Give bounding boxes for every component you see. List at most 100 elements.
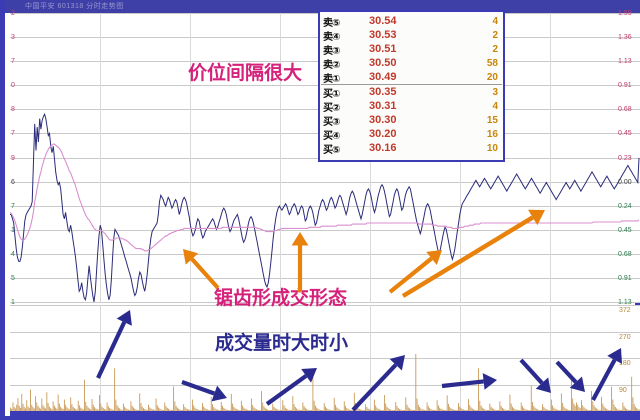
order-book-level-label: 卖⑤ bbox=[323, 17, 340, 29]
volume-bar bbox=[87, 407, 89, 411]
gridline-horizontal bbox=[10, 332, 640, 333]
order-book-row[interactable]: 买② 30.31 4 bbox=[320, 99, 503, 114]
order-book-row[interactable]: 买① 30.35 3 bbox=[320, 85, 503, 100]
volume-bar bbox=[116, 405, 118, 411]
volume-bar bbox=[119, 408, 121, 411]
order-book-row[interactable]: 买⑤ 30.16 10 bbox=[320, 141, 503, 156]
axis-tick-label-right: 1.59 bbox=[618, 10, 632, 17]
volume-bar bbox=[276, 409, 277, 411]
order-book-row[interactable]: 卖③ 30.51 2 bbox=[320, 42, 503, 57]
volume-bar bbox=[247, 409, 249, 411]
volume-bar bbox=[181, 410, 183, 411]
volume-bar bbox=[622, 402, 624, 411]
axis-tick-label-left: 4 bbox=[11, 250, 15, 258]
volume-bar bbox=[140, 403, 142, 411]
volume-bar bbox=[166, 407, 168, 411]
volume-bar bbox=[304, 407, 306, 411]
volume-bar bbox=[112, 409, 114, 411]
volume-bar bbox=[519, 410, 521, 411]
volume-bar bbox=[453, 409, 454, 411]
volume-bar bbox=[234, 408, 236, 411]
volume-bar bbox=[230, 393, 232, 411]
volume-bar bbox=[214, 408, 216, 411]
volume-bar bbox=[208, 409, 210, 411]
volume-bar bbox=[121, 409, 123, 411]
volume-bar bbox=[383, 395, 385, 411]
volume-bar bbox=[411, 409, 413, 411]
volume-bar bbox=[542, 404, 544, 411]
volume-bar bbox=[505, 409, 507, 411]
volume-bar bbox=[578, 407, 580, 411]
axis-tick-label-left: 5 bbox=[11, 274, 15, 282]
volume-bar bbox=[85, 401, 87, 411]
axis-tick-label-right: 1.13 bbox=[618, 58, 632, 66]
volume-bar bbox=[52, 401, 54, 411]
volume-bar bbox=[120, 409, 122, 411]
volume-bar bbox=[139, 393, 141, 411]
volume-bar bbox=[195, 408, 197, 411]
order-book-row[interactable]: 卖⑤ 30.54 4 bbox=[320, 14, 503, 29]
axis-tick-label-right: 0.24 bbox=[618, 202, 632, 210]
volume-bar bbox=[416, 398, 418, 411]
volume-bar bbox=[232, 403, 234, 411]
volume-bar bbox=[599, 410, 601, 411]
volume-bar bbox=[190, 410, 192, 411]
order-book-row[interactable]: 买④ 30.20 16 bbox=[320, 127, 503, 142]
volume-bar bbox=[287, 409, 289, 411]
volume-bar bbox=[337, 408, 339, 411]
volume-bar bbox=[297, 409, 299, 411]
order-book-quantity: 20 bbox=[486, 71, 498, 83]
order-book-row[interactable]: 卖① 30.49 20 bbox=[320, 70, 503, 85]
volume-bar bbox=[422, 409, 424, 411]
volume-bar bbox=[420, 408, 422, 411]
volume-bar bbox=[626, 409, 628, 411]
volume-bar bbox=[552, 405, 554, 411]
order-book-row[interactable]: 卖④ 30.53 2 bbox=[320, 28, 503, 43]
axis-tick-label-right: 0.00 bbox=[618, 178, 632, 186]
volume-bar bbox=[84, 379, 85, 411]
volume-bar bbox=[419, 407, 421, 411]
volume-bar bbox=[283, 405, 285, 411]
volume-bar bbox=[633, 404, 635, 411]
volume-bar bbox=[343, 401, 345, 411]
volume-bar bbox=[96, 409, 98, 411]
gridline-vertical bbox=[550, 305, 551, 412]
volume-bar bbox=[567, 409, 569, 411]
volume-bar bbox=[417, 404, 419, 411]
volume-bar bbox=[191, 399, 193, 411]
volume-bar bbox=[16, 404, 18, 411]
volume-bar bbox=[248, 410, 250, 411]
volume-bar bbox=[603, 406, 605, 411]
volume-bar bbox=[209, 410, 211, 411]
window-title-bar: 中国平安 601318 分时走势图 bbox=[5, 0, 640, 13]
volume-bar bbox=[568, 409, 570, 411]
volume-bar bbox=[23, 407, 25, 411]
volume-bar bbox=[259, 410, 261, 411]
volume-bar bbox=[432, 409, 434, 411]
volume-bar bbox=[132, 407, 134, 411]
volume-bar bbox=[282, 400, 284, 411]
volume-bar bbox=[67, 408, 69, 411]
volume-bar bbox=[136, 409, 138, 411]
volume-bar bbox=[471, 408, 473, 411]
volume-bar bbox=[621, 410, 623, 411]
volume-bar bbox=[188, 409, 190, 411]
volume-bar bbox=[365, 404, 367, 411]
volume-bar bbox=[538, 409, 540, 411]
volume-bar bbox=[42, 405, 44, 411]
volume-bar bbox=[547, 409, 549, 411]
volume-bar bbox=[267, 409, 269, 411]
volume-bar bbox=[155, 398, 157, 411]
volume-bar bbox=[189, 409, 191, 411]
order-book-panel[interactable]: 卖⑤ 30.54 4 卖④ 30.53 2 卖③ 30.51 2 卖② 30.50 58 卖① 30.49… bbox=[318, 10, 505, 162]
order-book-row[interactable]: 卖② 30.50 58 bbox=[320, 56, 503, 71]
volume-bar bbox=[223, 407, 225, 411]
volume-bar bbox=[41, 398, 43, 411]
axis-tick-label-left: 2 bbox=[11, 10, 15, 17]
volume-bar bbox=[178, 408, 180, 411]
order-book-row[interactable]: 买③ 30.30 15 bbox=[320, 113, 503, 128]
volume-bar bbox=[493, 409, 495, 411]
volume-bar bbox=[508, 410, 510, 411]
axis-tick-label-left: 8 bbox=[11, 106, 15, 114]
